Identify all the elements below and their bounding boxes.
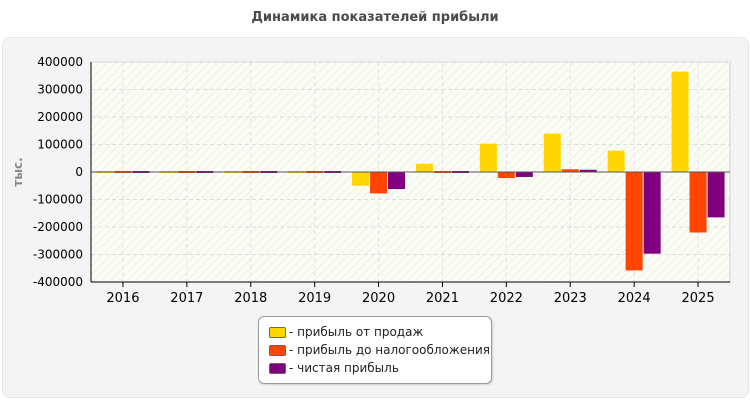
y-tick-label: -400000 <box>33 275 83 289</box>
legend-label-pretax-profit: - прибыль до налогообложения <box>289 343 490 357</box>
bar-2025-series-0 <box>671 71 689 172</box>
x-tick-label-2017: 2017 <box>170 291 203 306</box>
x-tick-label-2016: 2016 <box>106 291 139 306</box>
bar-2020-series-2 <box>388 172 406 190</box>
bar-2021-series-0 <box>415 163 433 172</box>
bar-2022-series-2 <box>515 172 533 177</box>
legend-swatch-pretax-profit <box>269 344 286 356</box>
bar-2025-series-1 <box>689 172 707 233</box>
x-tick-label-2020: 2020 <box>362 291 395 306</box>
y-tick-label: 300000 <box>37 83 83 97</box>
legend-label-sales-profit: - прибыль от продаж <box>289 325 424 339</box>
y-axis-label: тыс. <box>11 157 25 186</box>
x-tick-label-2025: 2025 <box>682 291 715 306</box>
legend-item-net-profit: - чистая прибыль <box>269 360 399 376</box>
x-tick-label-2019: 2019 <box>298 291 331 306</box>
bar-2020-series-0 <box>352 172 370 186</box>
legend: - прибыль от продаж - прибыль до налогоо… <box>258 316 492 384</box>
y-tick-label: -200000 <box>33 220 83 234</box>
legend-item-pretax-profit: - прибыль до налогообложения <box>269 342 490 358</box>
legend-swatch-sales-profit <box>269 326 286 338</box>
y-tick-label: -100000 <box>33 193 83 207</box>
bar-2020-series-1 <box>370 172 388 194</box>
bar-2024-series-1 <box>625 172 643 271</box>
legend-label-net-profit: - чистая прибыль <box>289 361 399 375</box>
chart-title: Динамика показателей прибыли <box>251 10 499 25</box>
bar-2022-series-0 <box>479 143 497 172</box>
bar-2024-series-2 <box>643 172 661 254</box>
x-tick-label-2018: 2018 <box>234 291 267 306</box>
bar-2023-series-1 <box>561 169 579 172</box>
y-tick-label: 100000 <box>37 138 83 152</box>
bar-2023-series-2 <box>579 169 597 172</box>
bar-2024-series-0 <box>607 150 625 172</box>
x-tick-label-2021: 2021 <box>426 291 459 306</box>
y-tick-label: 400000 <box>37 55 83 69</box>
y-tick-label: 0 <box>75 165 83 179</box>
x-tick-label-2024: 2024 <box>618 291 651 306</box>
bar-2025-series-2 <box>707 172 725 218</box>
legend-item-sales-profit: - прибыль от продаж <box>269 324 423 340</box>
legend-swatch-net-profit <box>269 362 286 374</box>
bar-2022-series-1 <box>497 172 515 179</box>
bar-2023-series-0 <box>543 133 561 172</box>
y-tick-label: -300000 <box>33 248 83 262</box>
y-tick-label: 200000 <box>37 110 83 124</box>
x-tick-label-2023: 2023 <box>554 291 587 306</box>
x-tick-label-2022: 2022 <box>490 291 523 306</box>
